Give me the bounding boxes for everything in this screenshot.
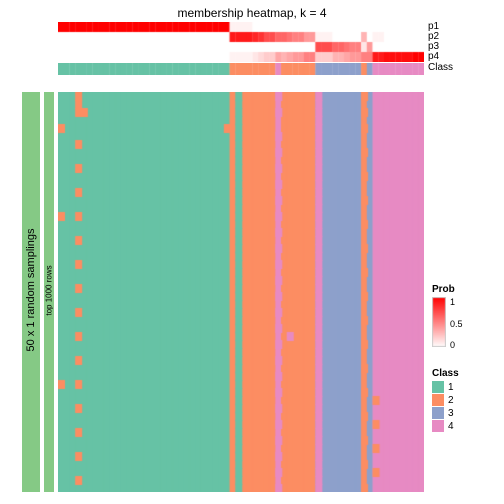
class-legend-label: 1 — [448, 382, 454, 393]
class-legend-label: 4 — [448, 421, 454, 432]
class-swatch-icon — [432, 394, 444, 406]
class-legend: Class 1 2 3 4 — [432, 368, 459, 433]
annotation-label: Class — [428, 62, 453, 73]
prob-annotation-rows — [58, 22, 424, 62]
class-legend-item: 4 — [432, 420, 459, 432]
figure-title: membership heatmap, k = 4 — [0, 6, 504, 20]
heatmap-body — [58, 92, 424, 492]
class-swatch-icon — [432, 420, 444, 432]
class-legend-title: Class — [432, 368, 459, 379]
class-legend-label: 2 — [448, 395, 454, 406]
class-swatch-icon — [432, 407, 444, 419]
class-legend-label: 3 — [448, 408, 454, 419]
prob-legend-title: Prob — [432, 284, 455, 295]
class-legend-item: 3 — [432, 407, 459, 419]
ylabel-inner: top 1000 rows — [45, 91, 54, 491]
class-legend-item: 1 — [432, 381, 459, 393]
class-swatch-icon — [432, 381, 444, 393]
class-legend-item: 2 — [432, 394, 459, 406]
prob-legend: Prob 1 0.5 0 — [432, 284, 455, 350]
annotation-label: p4 — [428, 51, 439, 62]
prob-legend-ticks: 1 0.5 0 — [450, 297, 463, 350]
class-annotation-row — [58, 63, 424, 75]
prob-gradient-icon — [432, 297, 446, 347]
ylabel-outer: 50 x 1 random samplings — [25, 90, 37, 490]
heatmap-figure: { "figure": { "title": "membership heatm… — [0, 0, 504, 504]
